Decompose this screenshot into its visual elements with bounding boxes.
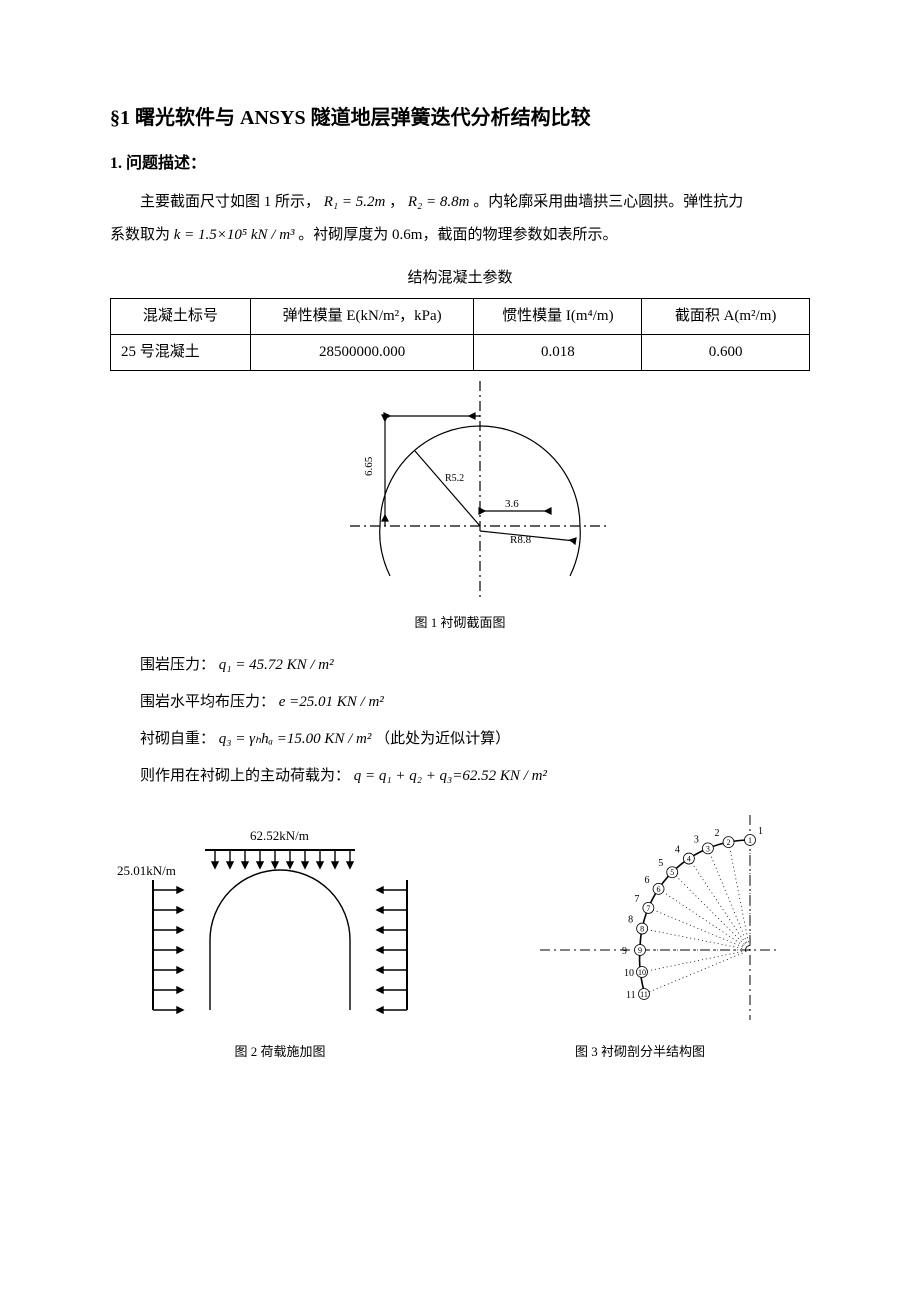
text: 围岩水平均布压力： <box>140 694 275 710</box>
node-inner-label: 5 <box>670 868 674 877</box>
text: （此处为近似计算） <box>375 731 510 747</box>
load-line-4: 则作用在衬砌上的主动荷载为： q = q₁ + q₂ + q₃=62.52 KN… <box>140 763 810 790</box>
table-caption: 结构混凝土参数 <box>110 265 810 292</box>
math: q₁ = 45.72 KN / m² <box>219 657 334 673</box>
table-cell: 0.600 <box>642 334 810 370</box>
dim-width: 3.6 <box>505 498 519 510</box>
math-r1: R₁ = 5.2m <box>324 194 386 210</box>
node-outer-label: 3 <box>694 835 699 846</box>
node-inner-label: 1 <box>748 836 752 845</box>
node-inner-label: 9 <box>638 946 642 955</box>
node-outer-label: 7 <box>634 894 639 905</box>
text: 系数取为 <box>110 227 170 243</box>
node-outer-label: 8 <box>628 915 633 926</box>
load-line-1: 围岩压力： q₁ = 45.72 KN / m² <box>140 652 810 679</box>
fig1-caption: 图 1 衬砌截面图 <box>110 611 810 634</box>
fig3-svg: 11223344556677889910101111 <box>480 810 800 1030</box>
text: 。内轮廓采用曲墙拱三心圆拱。弹性抗力 <box>473 194 743 210</box>
text: 主要截面尺寸如图 1 所示， <box>140 194 320 210</box>
math: q = q₁ + q₂ + q₃=62.52 KN / m² <box>354 768 547 784</box>
dim-height: 6.65 <box>363 456 375 476</box>
text: 衬砌自重： <box>140 731 215 747</box>
figure-row: 62.52kN/m 25.01kN/m 图 2 荷载施加图 1122334455… <box>110 810 810 1081</box>
side-load-label: 25.01kN/m <box>117 863 176 878</box>
math-k: k = 1.5×10⁵ kN / m³ <box>174 227 295 243</box>
text: 围岩压力： <box>140 657 215 673</box>
table-header: 混凝土标号 <box>111 298 251 334</box>
table-cell: 28500000.000 <box>250 334 474 370</box>
node-inner-label: 11 <box>640 990 648 999</box>
table-header: 弹性模量 E(kN/m²，kPa) <box>250 298 474 334</box>
load-line-2: 围岩水平均布压力： e =25.01 KN / m² <box>140 689 810 716</box>
text: 。衬砌厚度为 0.6m，截面的物理参数如表所示。 <box>298 227 617 243</box>
node-outer-label: 1 <box>758 826 763 837</box>
fig3-caption: 图 3 衬砌剖分半结构图 <box>470 1040 810 1063</box>
node-outer-label: 5 <box>658 858 663 869</box>
table-cell: 25 号混凝土 <box>111 334 251 370</box>
paragraph-1: 主要截面尺寸如图 1 所示， R₁ = 5.2m ， R₂ = 8.8m 。内轮… <box>110 189 810 216</box>
load-line-3: 衬砌自重： q₃ = γₕhₐ =15.00 KN / m² （此处为近似计算） <box>140 726 810 753</box>
fig2-caption: 图 2 荷载施加图 <box>110 1040 450 1063</box>
table-row: 25 号混凝土 28500000.000 0.018 0.600 <box>111 334 810 370</box>
text: 则作用在衬砌上的主动荷载为： <box>140 768 350 784</box>
figure-2: 62.52kN/m 25.01kN/m 图 2 荷载施加图 <box>110 810 450 1081</box>
paragraph-2: 系数取为 k = 1.5×10⁵ kN / m³ 。衬砌厚度为 0.6m，截面的… <box>110 222 810 249</box>
table-header: 惯性模量 I(m⁴/m) <box>474 298 642 334</box>
figure-3: 11223344556677889910101111 图 3 衬砌剖分半结构图 <box>470 810 810 1081</box>
fig2-svg: 62.52kN/m 25.01kN/m <box>115 810 445 1030</box>
node-outer-label: 4 <box>675 845 680 856</box>
math: q₃ = γₕhₐ =15.00 KN / m² <box>219 731 372 747</box>
text: ， <box>389 194 408 210</box>
node-outer-label: 11 <box>626 990 636 1001</box>
node-outer-label: 6 <box>645 875 650 886</box>
table-row: 混凝土标号 弹性模量 E(kN/m²，kPa) 惯性模量 I(m⁴/m) 截面积… <box>111 298 810 334</box>
figure-1: 6.65 R5.2 3.6 R8.8 <box>110 381 810 601</box>
node-inner-label: 3 <box>706 845 710 854</box>
dim-r1: R5.2 <box>445 473 464 484</box>
node-inner-label: 10 <box>638 968 646 977</box>
section-heading: 1. 问题描述： <box>110 150 810 179</box>
math-r2: R₂ = 8.8m <box>408 194 470 210</box>
node-outer-label: 9 <box>622 946 627 957</box>
node-inner-label: 8 <box>640 925 644 934</box>
page-title: §1 曙光软件与 ANSYS 隧道地层弹簧迭代分析结构比较 <box>110 100 810 136</box>
table-cell: 0.018 <box>474 334 642 370</box>
dim-r2: R8.8 <box>510 534 532 546</box>
node-outer-label: 10 <box>624 968 634 979</box>
node-inner-label: 2 <box>727 838 731 847</box>
node-inner-label: 6 <box>657 885 661 894</box>
concrete-params-table: 混凝土标号 弹性模量 E(kN/m²，kPa) 惯性模量 I(m⁴/m) 截面积… <box>110 298 810 371</box>
fig1-svg: 6.65 R5.2 3.6 R8.8 <box>280 381 640 601</box>
node-inner-label: 4 <box>687 855 691 864</box>
node-inner-label: 7 <box>646 904 650 913</box>
table-header: 截面积 A(m²/m) <box>642 298 810 334</box>
math: e =25.01 KN / m² <box>279 694 384 710</box>
top-load-label: 62.52kN/m <box>250 828 309 843</box>
node-outer-label: 2 <box>715 828 720 839</box>
